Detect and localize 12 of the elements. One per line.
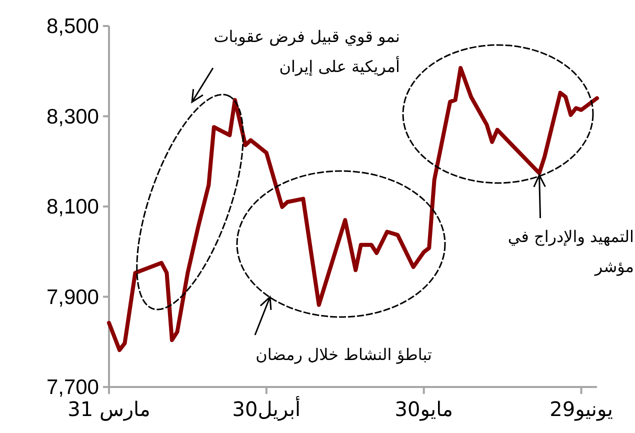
y-tick-label: 8,100 [46, 196, 99, 218]
annotation: التمهيد والإدراج في مؤشر [506, 226, 634, 278]
x-tick-label: مايو30 [394, 397, 453, 421]
y-tick-label: 8,500 [46, 15, 99, 38]
x-tick-label: يونيو29 [550, 397, 613, 421]
y-tick-label: 7,900 [46, 286, 99, 309]
annotation: تباطؤ النشاط خلال رمضان [254, 344, 432, 366]
y-tick-label: 7,700 [46, 376, 99, 399]
y-tick-label: 8,300 [46, 105, 99, 128]
annotation: نمو قوي قبيل فرض عقوبات أمريكية على إيران [212, 26, 400, 78]
x-tick-label: أبريل30 [232, 396, 301, 421]
x-tick-label: مارس 31 [68, 397, 150, 421]
